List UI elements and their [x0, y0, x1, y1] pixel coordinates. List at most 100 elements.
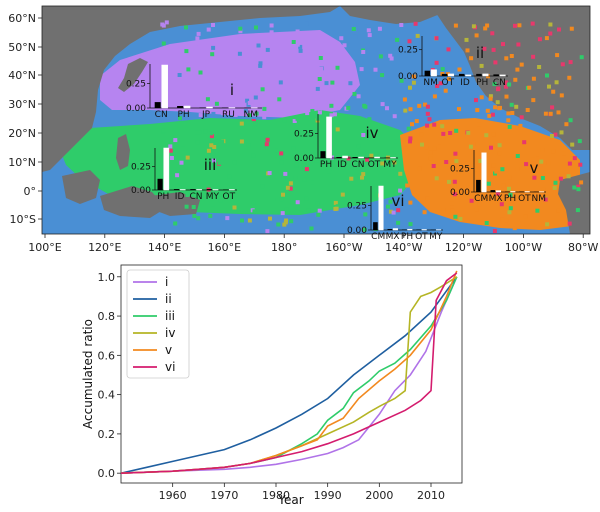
map-cell — [555, 53, 560, 58]
map-cell — [488, 94, 493, 99]
inset-bar-white — [448, 73, 455, 77]
map-cell — [540, 148, 545, 152]
inset-category-label: PH — [320, 160, 332, 170]
inset-bar-black — [157, 178, 163, 190]
map-cell — [288, 181, 293, 186]
map-cell — [423, 102, 428, 107]
map-cell — [447, 77, 452, 82]
inset-v: 0.00 0.25 CM MX PH OT NM v — [450, 150, 546, 204]
map-cell — [208, 190, 213, 194]
inset-bar-white — [229, 189, 235, 191]
region-label: v — [530, 159, 539, 177]
inset-bar-white — [378, 185, 384, 231]
map-cell — [304, 21, 309, 26]
map-cell — [550, 105, 555, 110]
map-cell — [469, 198, 474, 203]
map-cell — [500, 217, 505, 222]
map-cell — [185, 193, 190, 197]
land-philippines — [116, 134, 130, 170]
map-cell — [208, 57, 213, 62]
map-cell — [482, 46, 487, 51]
inset-bar-black — [476, 73, 482, 76]
map-cell — [275, 197, 280, 202]
inset-category-label: MY — [429, 232, 443, 242]
inset-category-label: ID — [460, 78, 470, 88]
map-cell — [504, 84, 508, 89]
map-cell — [477, 122, 481, 127]
map-cell — [552, 185, 557, 190]
map-cell — [363, 212, 368, 217]
map-cell — [332, 112, 337, 117]
map-cell — [173, 221, 178, 226]
map-cell — [466, 130, 471, 135]
map-cell — [269, 30, 274, 35]
map-cell — [549, 134, 554, 138]
map-cell — [298, 48, 303, 53]
map-cell — [352, 92, 357, 96]
map-cell — [517, 23, 522, 28]
land-alaska — [340, 6, 440, 24]
inset-bar-black — [173, 189, 180, 190]
map-cell — [282, 222, 287, 227]
map-cell — [310, 180, 315, 185]
inset-bar-black — [416, 229, 421, 230]
map-cell — [164, 20, 169, 25]
map-cell — [195, 140, 200, 145]
map-cell — [398, 171, 403, 176]
map-cell — [388, 199, 393, 204]
line-x-tick-label: 1990 — [314, 489, 342, 502]
map-cell — [493, 105, 498, 110]
map-cell — [316, 34, 321, 39]
map-cell — [569, 26, 574, 31]
map-cell — [274, 35, 279, 40]
legend-label: i — [165, 275, 168, 289]
map-cell — [279, 151, 284, 156]
inset-bar-white — [482, 73, 489, 77]
map-cell — [289, 219, 294, 224]
map-cell — [576, 184, 581, 189]
map-cell — [579, 180, 584, 185]
map-cell — [366, 28, 371, 33]
map-cell — [286, 39, 291, 44]
map-cell — [335, 65, 340, 70]
map-cell — [484, 133, 489, 138]
map-cell — [193, 45, 198, 50]
map-cell — [238, 29, 243, 34]
map-cell — [484, 221, 489, 225]
lon-tick-label: 160°W — [325, 241, 362, 254]
inset-category-label: MX — [489, 194, 503, 204]
map-cell — [491, 132, 496, 137]
map-cell — [195, 105, 200, 110]
inset-bar-black — [476, 179, 481, 192]
map-cell — [267, 171, 272, 175]
line-y-tick-label: 0.8 — [98, 310, 116, 323]
map-cell — [485, 108, 490, 113]
inset-bar-black — [336, 157, 342, 158]
map-cell — [225, 216, 230, 221]
map-cell — [251, 153, 256, 158]
map-cell — [161, 23, 166, 28]
line-series — [121, 270, 458, 474]
map-cell — [177, 73, 182, 77]
map-cell — [504, 218, 509, 223]
map-cell — [333, 200, 338, 205]
map-cell — [564, 122, 569, 127]
map-cell — [329, 113, 334, 118]
map-cell — [333, 207, 338, 211]
map-cell — [367, 117, 372, 122]
map-cell — [240, 218, 244, 223]
map-cell — [293, 99, 298, 104]
map-cell — [456, 162, 460, 167]
inset-category-label: MY — [206, 192, 220, 202]
map-cell — [335, 127, 340, 132]
map-cell — [547, 84, 551, 89]
map-cell — [500, 167, 505, 172]
map-cell — [233, 113, 238, 117]
map-cell — [217, 26, 222, 31]
map-cell — [411, 80, 416, 85]
inset-bar-black — [206, 189, 212, 190]
inset-bar-white — [499, 74, 506, 77]
land-japan — [118, 58, 148, 92]
inset-category-label: OT — [442, 78, 455, 88]
